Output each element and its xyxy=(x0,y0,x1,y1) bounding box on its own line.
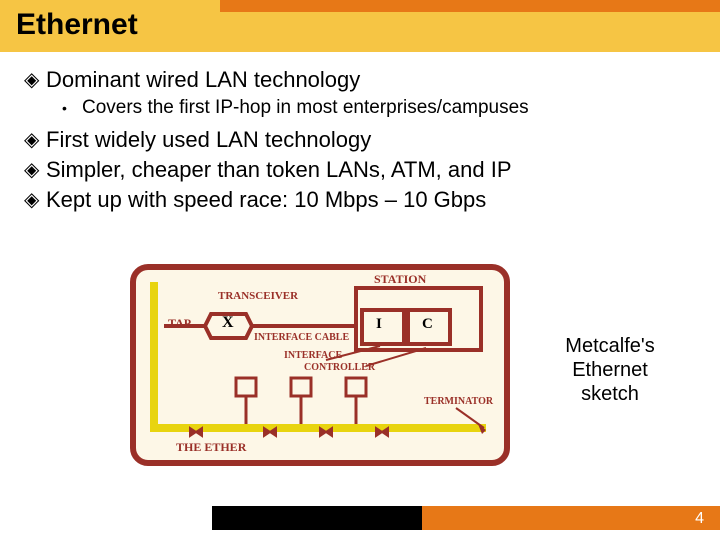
sketch-label-terminator: TERMINATOR xyxy=(424,396,493,407)
sub-bullet-icon: • xyxy=(62,96,82,120)
sketch-label-i: I xyxy=(376,316,382,333)
slide-title: Ethernet xyxy=(16,8,138,42)
caption-line: sketch xyxy=(540,382,680,406)
sub-bullet-text: Covers the first IP-hop in most enterpri… xyxy=(82,96,529,120)
page-number: 4 xyxy=(695,510,704,528)
bullet-text: First widely used LAN technology xyxy=(46,126,371,154)
sketch-label-ether: THE ETHER xyxy=(176,440,246,455)
bullet-icon: ◈ xyxy=(20,126,46,154)
bullet-icon: ◈ xyxy=(20,186,46,214)
caption-line: Ethernet xyxy=(540,358,680,382)
metcalfe-sketch: TRANSCEIVER STATION TAP X I C INTERFACE … xyxy=(130,264,510,466)
bullet-icon: ◈ xyxy=(20,156,46,184)
bullet-icon: ◈ xyxy=(20,66,46,94)
content-area: ◈ Dominant wired LAN technology • Covers… xyxy=(20,64,700,216)
sub-bullet-item: • Covers the first IP-hop in most enterp… xyxy=(62,96,700,120)
caption-line: Metcalfe's xyxy=(540,334,680,358)
bullet-text: Dominant wired LAN technology xyxy=(46,66,360,94)
sketch-label-transceiver: TRANSCEIVER xyxy=(218,290,298,302)
bullet-item: ◈ First widely used LAN technology xyxy=(20,126,700,154)
header-accent-bar xyxy=(220,0,720,12)
sketch-label-controller: CONTROLLER xyxy=(304,362,375,373)
sketch-label-station: STATION xyxy=(374,272,426,287)
bullet-item: ◈ Dominant wired LAN technology xyxy=(20,66,700,94)
sketch-label-interface: INTERFACE xyxy=(284,350,342,361)
figure-caption: Metcalfe's Ethernet sketch xyxy=(540,334,680,406)
bullet-item: ◈ Kept up with speed race: 10 Mbps – 10 … xyxy=(20,186,700,214)
bullet-text: Simpler, cheaper than token LANs, ATM, a… xyxy=(46,156,512,184)
bullet-item: ◈ Simpler, cheaper than token LANs, ATM,… xyxy=(20,156,700,184)
footer-orange-bar xyxy=(422,506,720,530)
sketch-label-c: C xyxy=(422,316,433,333)
footer-black-bar xyxy=(212,506,422,530)
bullet-text: Kept up with speed race: 10 Mbps – 10 Gb… xyxy=(46,186,486,214)
sketch-label-tap: TAP xyxy=(168,316,191,331)
sketch-label-interface-cable: INTERFACE CABLE xyxy=(254,332,349,343)
sketch-label-x: X xyxy=(222,314,234,332)
